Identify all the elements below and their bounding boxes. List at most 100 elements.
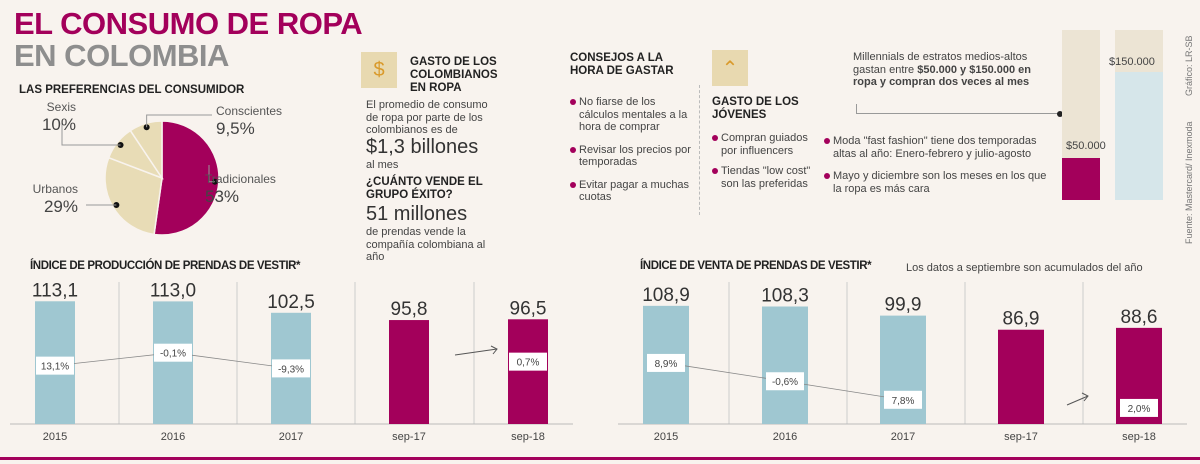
- exito-value: 51 millones: [366, 203, 468, 225]
- trend-arrow: [454, 348, 498, 356]
- category-label: 2017: [891, 431, 915, 443]
- bar-value-label: 113,0: [150, 280, 196, 301]
- category-label: 2016: [161, 431, 185, 443]
- spending-text: El promedio de consumo de ropa por parte…: [366, 99, 488, 136]
- source-credit: Fuente: Mastercard/ Inexmoda: [1184, 121, 1194, 244]
- youth-item: Compran guiados por influencers: [712, 132, 817, 157]
- bar-sep-18: [508, 319, 548, 424]
- category-label: 2016: [773, 431, 797, 443]
- category-label: 2015: [43, 431, 67, 443]
- category-label: sep-17: [392, 431, 426, 443]
- millennials-text-bold: $50.000 y $150.000 en ropa y compran dos…: [853, 63, 1031, 89]
- category-label: sep-17: [1004, 431, 1038, 443]
- title-line1: EL CONSUMO DE ROPA: [14, 6, 363, 41]
- production-chart-title: ÍNDICE DE PRODUCCIÓN DE PRENDAS DE VESTI…: [30, 260, 301, 272]
- pie-leader: [146, 114, 212, 128]
- youth-item: Tiendas "low cost" son las preferidas: [712, 165, 817, 190]
- title-line2: EN COLOMBIA: [14, 38, 229, 73]
- youth-list: Compran guiados por influencers Tiendas …: [712, 132, 817, 190]
- pie-slice-conscientes: [129, 120, 163, 181]
- bar-value-label: 99,9: [885, 295, 922, 316]
- low-spend-bar: [1062, 158, 1100, 200]
- change-box: [36, 356, 74, 375]
- bar-2016: [762, 306, 808, 424]
- high-spend-label: $150.000: [1109, 56, 1155, 68]
- high-spend-bar: [1115, 72, 1163, 200]
- pie-value: 10%: [42, 115, 76, 134]
- hanger-icon: ⌃: [712, 50, 748, 86]
- change-label: 2,0%: [1128, 404, 1151, 415]
- arrow-head-icon: [490, 345, 498, 355]
- change-label: -0,1%: [160, 349, 186, 360]
- exito-text: de prendas vende la compañía colombiana …: [366, 226, 486, 263]
- pie-leader: [208, 165, 215, 183]
- bar-sep-17: [998, 329, 1044, 424]
- millennials-text: Millennials de estratos medios-altos gas…: [853, 51, 1038, 89]
- tip-item: Evitar pagar a muchas cuotas: [570, 179, 695, 204]
- pie-value: 53%: [205, 187, 239, 206]
- change-box: [884, 390, 922, 409]
- change-label: 13,1%: [41, 362, 69, 373]
- bar-value-label: 108,3: [761, 285, 809, 306]
- sales-chart-title: ÍNDICE DE VENTA DE PRENDAS DE VESTIR*: [640, 260, 872, 272]
- graphic-credit: Gráfico: LR-SB: [1184, 35, 1194, 96]
- divider: [699, 85, 700, 215]
- fact-item: Mayo y diciembre son los meses en los qu…: [824, 170, 1049, 195]
- change-label: 0,7%: [517, 358, 540, 369]
- pie-leader: [61, 123, 121, 146]
- bar-2016: [153, 301, 193, 424]
- youth-heading: GASTO DE LOS JÓVENES: [712, 96, 799, 121]
- leader-line: [856, 104, 1060, 114]
- change-label: 8,9%: [655, 359, 678, 370]
- bar-value-label: 88,6: [1121, 307, 1158, 328]
- change-box: [509, 352, 547, 371]
- bar-value-label: 113,1: [32, 280, 78, 301]
- spending-value: $1,3 billones: [366, 136, 479, 158]
- bar-value-label: 86,9: [1003, 309, 1040, 330]
- pie-slice-tradicionales: [153, 120, 220, 236]
- tip-item: Revisar los precios por temporadas: [570, 144, 695, 169]
- fact-item: Moda "fast fashion" tiene dos temporadas…: [824, 135, 1049, 160]
- tips-list: No fiarse de los cálculos mentales a la …: [570, 96, 695, 204]
- category-label: sep-18: [511, 431, 545, 443]
- bar-value-label: 96,5: [510, 298, 547, 319]
- preferences-heading: LAS PREFERENCIAS DEL CONSUMIDOR: [19, 84, 245, 96]
- change-label: -9,3%: [278, 364, 304, 375]
- bar-value-label: 102,5: [267, 292, 315, 313]
- pie-value: 29%: [44, 197, 78, 216]
- trend-arrow: [1066, 395, 1089, 406]
- change-box: [154, 343, 192, 362]
- category-label: 2017: [279, 431, 303, 443]
- category-label: 2015: [654, 431, 678, 443]
- low-spend-label: $50.000: [1066, 140, 1106, 152]
- category-label: sep-18: [1122, 431, 1156, 443]
- note: Los datos a septiembre son acumulados de…: [906, 262, 1143, 274]
- exito-heading: ¿CUÁNTO VENDE EL GRUPO ÉXITO?: [366, 176, 483, 201]
- tips-heading: CONSEJOS A LA HORA DE GASTAR: [570, 52, 674, 77]
- bottom-rule: [0, 457, 1200, 460]
- bar-value-label: 108,9: [642, 285, 690, 306]
- change-box: [766, 372, 804, 391]
- millennials-text-pre: Millennials de estratos medios-altos gas…: [853, 51, 1028, 76]
- bar-charts: 113,1 2015 113,0 2016 102,5 2017 95,8 sep-17 96,…: [10, 280, 1187, 443]
- change-label: -0,6%: [772, 377, 798, 388]
- spending-unit: al mes: [366, 159, 399, 171]
- spending-heading: GASTO DE LOS COLOMBIANOS EN ROPA: [410, 56, 498, 94]
- change-box: [272, 359, 310, 378]
- pie-label: Conscientes: [216, 104, 282, 118]
- tip-item: No fiarse de los cálculos mentales a la …: [570, 96, 695, 134]
- facts-list: Moda "fast fashion" tiene dos temporadas…: [824, 135, 1049, 195]
- pie-label: Urbanos: [33, 182, 78, 196]
- pie-label: Tradicionales: [205, 172, 276, 186]
- arrow-head-icon: [1081, 392, 1089, 402]
- change-box: [1120, 398, 1158, 417]
- coin-icon: $: [361, 52, 397, 88]
- leader-dot: [1057, 111, 1063, 117]
- pie-slice-urbanos: [104, 156, 163, 236]
- pie-label: Sexis: [47, 100, 76, 114]
- bar-value-label: 95,8: [391, 299, 428, 320]
- bar-sep-17: [389, 320, 429, 424]
- change-label: 7,8%: [892, 396, 915, 407]
- pie-value: 9,5%: [216, 119, 255, 138]
